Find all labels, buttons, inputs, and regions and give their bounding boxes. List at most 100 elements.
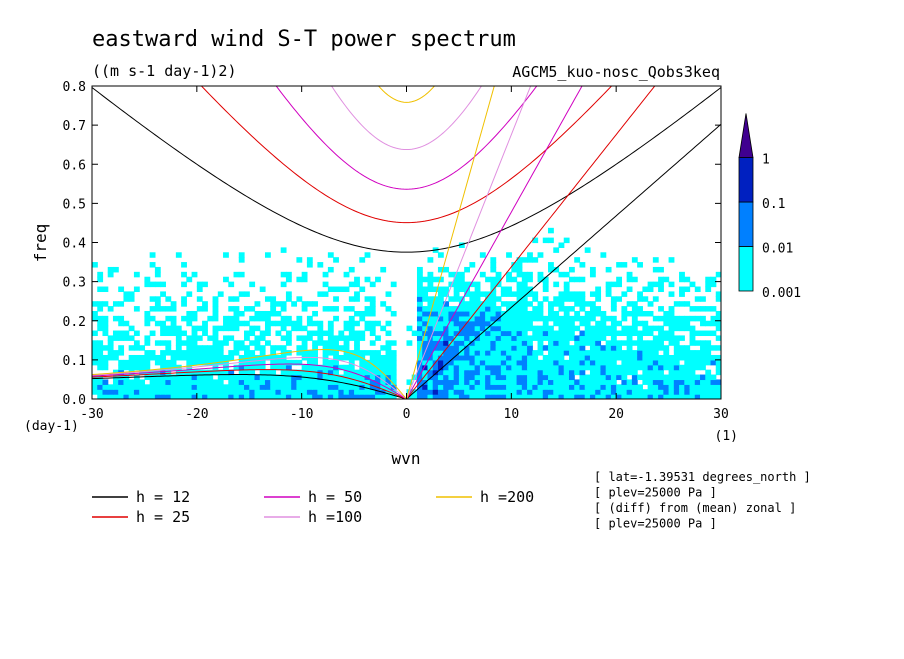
shading-cell	[642, 310, 649, 317]
shading-cell	[207, 369, 214, 376]
shading-cell	[600, 315, 607, 322]
shading-cell	[97, 345, 104, 351]
shading-cell	[584, 330, 591, 337]
shading-cell	[511, 291, 518, 297]
shading-cell	[679, 320, 685, 327]
shading-cell	[506, 335, 512, 341]
shading-cell	[700, 340, 706, 346]
shading-cell	[369, 306, 376, 312]
shading-cell	[437, 389, 444, 395]
shading-cell	[458, 394, 465, 399]
x-tick-label: 0	[403, 407, 411, 422]
shading-cell	[542, 379, 549, 385]
shading-cell	[495, 330, 502, 337]
shading-cell	[186, 291, 193, 297]
shading-cell	[600, 345, 607, 351]
shading-cell	[275, 374, 282, 381]
shading-cell	[647, 325, 654, 332]
inertia-gravity-curve	[275, 86, 538, 190]
shading-cell	[542, 364, 549, 371]
shading-cell	[97, 276, 104, 283]
shading-cell	[422, 315, 429, 322]
shading-cell	[133, 340, 140, 346]
shading-cell	[521, 291, 528, 297]
shading-cell	[238, 374, 245, 381]
shading-cell	[458, 271, 465, 278]
shading-cell	[322, 340, 329, 346]
shading-cell	[380, 379, 387, 385]
shading-cell	[600, 389, 607, 395]
shading-cell	[275, 345, 282, 351]
shading-cell	[338, 345, 345, 351]
shading-cell	[469, 320, 476, 327]
shading-cell	[479, 310, 486, 317]
shading-cell	[385, 379, 392, 385]
shading-cell	[123, 359, 130, 366]
shading-cell	[165, 345, 172, 351]
shading-cell	[432, 394, 439, 399]
shading-cell	[715, 389, 721, 395]
shading-cell	[563, 340, 570, 346]
shading-cell	[637, 389, 643, 395]
shading-cell	[160, 364, 166, 371]
shading-cell	[705, 354, 712, 361]
shading-cell	[490, 257, 497, 263]
shading-cell	[181, 301, 187, 307]
shading-cell	[443, 364, 450, 371]
shading-cell	[542, 369, 549, 376]
shading-cell	[165, 359, 172, 366]
shading-cell	[369, 394, 376, 399]
shading-cell	[375, 335, 381, 341]
shading-cell	[684, 369, 691, 376]
shading-cell	[537, 325, 544, 332]
shading-cell	[139, 359, 146, 366]
shading-cell	[558, 320, 565, 327]
shading-cell	[306, 394, 313, 399]
shading-cell	[537, 359, 544, 366]
shading-cell	[275, 379, 282, 385]
shading-cell	[464, 354, 470, 361]
shading-cell	[610, 364, 617, 371]
shading-cell	[380, 384, 387, 390]
shading-cell	[584, 359, 591, 366]
shading-cell	[700, 384, 706, 390]
shading-cell	[710, 374, 717, 381]
shading-cell	[652, 364, 659, 371]
shading-cell	[338, 394, 345, 399]
shading-cell	[558, 384, 565, 390]
shading-cell	[579, 262, 586, 268]
shading-cell	[97, 315, 104, 322]
shading-cell	[548, 384, 554, 390]
shading-cell	[595, 374, 602, 381]
shading-cell	[490, 394, 497, 399]
shading-cell	[107, 384, 114, 390]
shading-cell	[679, 389, 685, 395]
shading-cell	[364, 374, 371, 381]
shading-cell	[616, 320, 623, 327]
shading-cell	[511, 350, 518, 356]
shading-cell	[432, 350, 439, 356]
shading-cell	[485, 394, 491, 399]
shading-cell	[223, 384, 229, 390]
shading-cell	[165, 350, 172, 356]
shading-cell	[264, 330, 271, 337]
shading-cell	[537, 310, 544, 317]
shading-cell	[312, 310, 318, 317]
shading-cell	[453, 354, 460, 361]
shading-cell	[207, 359, 214, 366]
shading-cell	[652, 266, 659, 273]
shading-cell	[584, 364, 591, 371]
shading-cell	[306, 315, 313, 322]
shading-cell	[537, 301, 544, 307]
shading-cell	[694, 286, 701, 293]
shading-cell	[327, 345, 334, 351]
shading-cell	[92, 354, 98, 361]
shading-cell	[186, 350, 193, 356]
shading-cell	[280, 315, 287, 322]
shading-cell	[107, 271, 114, 278]
shading-cell	[705, 359, 712, 366]
shading-cell	[406, 325, 413, 332]
shading-cell	[322, 394, 329, 399]
shading-cell	[715, 354, 721, 361]
shading-cell	[506, 252, 512, 258]
